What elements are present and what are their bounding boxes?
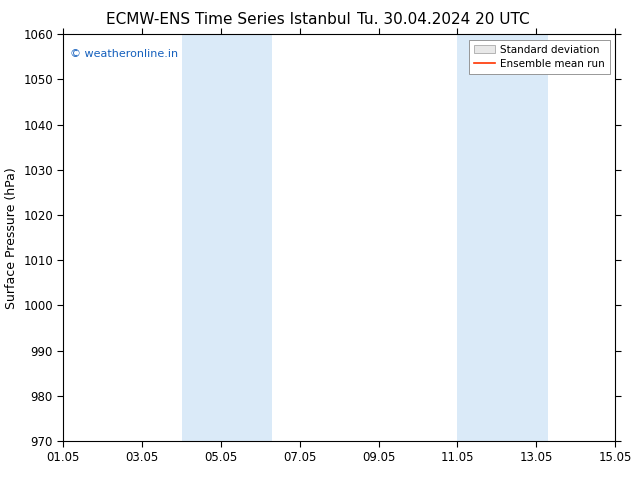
Text: ECMW-ENS Time Series Istanbul: ECMW-ENS Time Series Istanbul bbox=[106, 12, 351, 27]
Legend: Standard deviation, Ensemble mean run: Standard deviation, Ensemble mean run bbox=[469, 40, 610, 74]
Y-axis label: Surface Pressure (hPa): Surface Pressure (hPa) bbox=[4, 167, 18, 309]
Text: Tu. 30.04.2024 20 UTC: Tu. 30.04.2024 20 UTC bbox=[358, 12, 530, 27]
Text: © weatheronline.in: © weatheronline.in bbox=[70, 49, 178, 58]
Bar bbox=[457, 34, 548, 441]
Bar bbox=[181, 34, 272, 441]
